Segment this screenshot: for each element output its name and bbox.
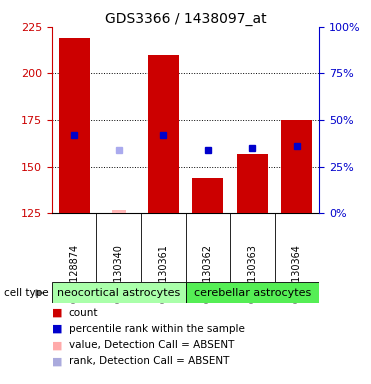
Text: ■: ■ (52, 308, 62, 318)
Text: GSM130363: GSM130363 (247, 244, 257, 303)
Text: ■: ■ (52, 324, 62, 334)
Bar (192, 178, 223, 213)
Text: GSM128874: GSM128874 (69, 244, 79, 303)
Text: GSM130362: GSM130362 (203, 244, 213, 303)
Text: neocortical astrocytes: neocortical astrocytes (57, 288, 180, 298)
Text: count: count (69, 308, 98, 318)
Text: ■: ■ (52, 356, 62, 366)
Text: cell type: cell type (4, 288, 48, 298)
Bar (148, 55, 179, 213)
Text: value, Detection Call = ABSENT: value, Detection Call = ABSENT (69, 340, 234, 350)
Title: GDS3366 / 1438097_at: GDS3366 / 1438097_at (105, 12, 266, 26)
Text: ■: ■ (52, 340, 62, 350)
Bar (237, 154, 268, 213)
Bar (281, 120, 312, 213)
Text: GSM130364: GSM130364 (292, 244, 302, 303)
Bar (52, 282, 186, 303)
Bar (186, 282, 319, 303)
Text: cerebellar astrocytes: cerebellar astrocytes (194, 288, 311, 298)
Bar (112, 210, 126, 213)
Bar (59, 38, 90, 213)
Text: rank, Detection Call = ABSENT: rank, Detection Call = ABSENT (69, 356, 229, 366)
Text: percentile rank within the sample: percentile rank within the sample (69, 324, 244, 334)
Text: GSM130340: GSM130340 (114, 244, 124, 303)
Text: GSM130361: GSM130361 (158, 244, 168, 303)
